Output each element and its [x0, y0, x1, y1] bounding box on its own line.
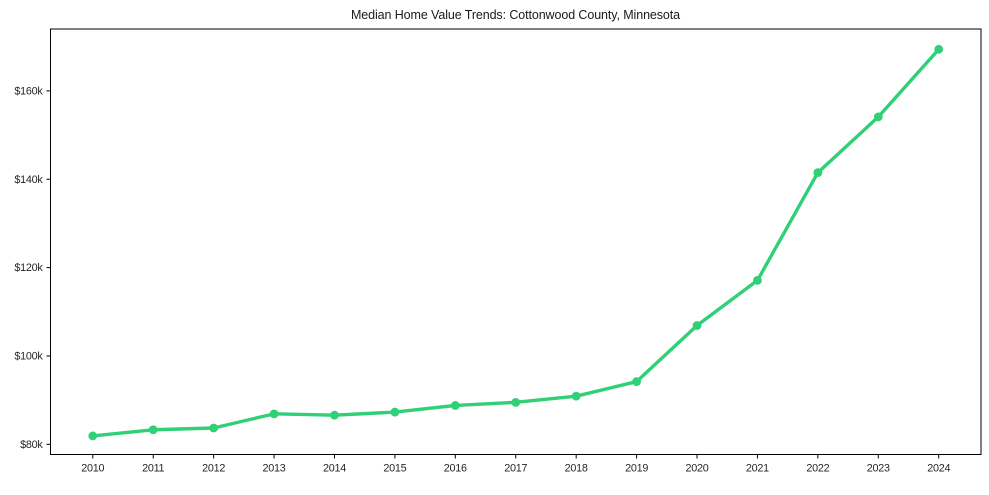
data-point: [209, 423, 219, 433]
x-tick-label: 2024: [927, 463, 950, 475]
x-tick-label: 2012: [202, 463, 225, 475]
data-point: [330, 410, 339, 420]
data-point: [571, 391, 581, 401]
data-point: [88, 431, 98, 441]
x-tick-label: 2019: [625, 463, 648, 475]
data-point: [390, 407, 400, 417]
x-tick-label: 2016: [444, 463, 467, 475]
data-point: [692, 321, 702, 330]
y-tick-label: $160k: [14, 85, 43, 97]
x-tick-label: 2022: [806, 463, 829, 475]
x-tick-label: 2018: [565, 463, 588, 475]
data-point: [511, 397, 521, 407]
x-tick-label: 2023: [867, 463, 890, 475]
data-point: [813, 168, 823, 178]
x-tick-label: 2010: [81, 463, 104, 475]
trend-line: [91, 47, 941, 438]
x-tick-label: 2015: [383, 463, 406, 475]
data-point: [632, 377, 641, 386]
data-point: [450, 401, 460, 410]
data-point: [753, 276, 762, 285]
x-tick-label: 2011: [142, 463, 164, 475]
data-point: [934, 44, 944, 54]
data-point: [269, 409, 279, 419]
y-tick-label: $80k: [20, 439, 43, 451]
y-tick-label: $140k: [14, 174, 43, 186]
plot-frame: [50, 28, 982, 455]
data-point: [873, 112, 883, 122]
y-tick-label: $100k: [14, 351, 43, 363]
x-tick-label: 2013: [263, 463, 286, 475]
x-tick-label: 2017: [504, 463, 527, 475]
y-tick-label: $120k: [14, 262, 43, 274]
x-tick-label: 2014: [323, 463, 346, 475]
x-tick-label: 2020: [686, 463, 709, 475]
data-point: [148, 425, 158, 435]
chart-title: Median Home Value Trends: Cottonwood Cou…: [350, 8, 681, 22]
x-tick-label: 2021: [746, 463, 769, 475]
